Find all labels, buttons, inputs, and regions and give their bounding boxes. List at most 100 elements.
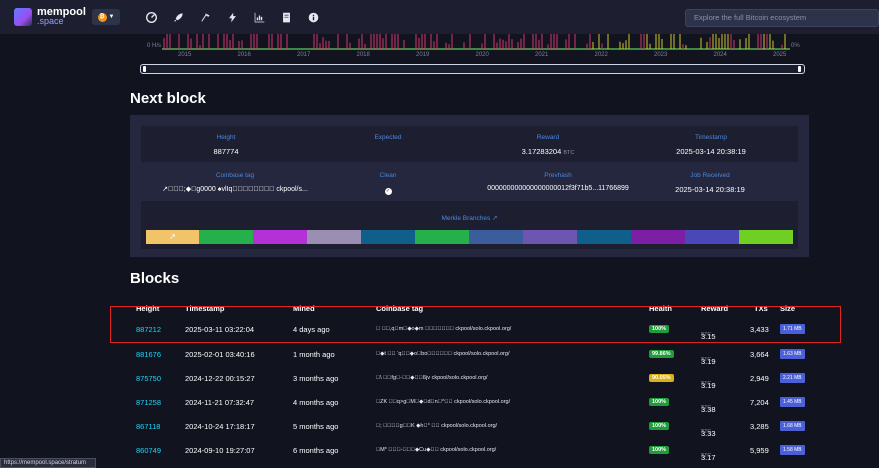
merkle-branch-segment[interactable] — [253, 230, 307, 244]
block-tx-count: 3,664 — [750, 350, 769, 359]
table-row: 887212 2025-03-11 03:22:04 4 days ago     ,… — [130, 318, 810, 342]
block-health-badge: 100% — [649, 325, 670, 333]
prevhash-link[interactable]: 000000000000000000012f3f71b5...11766899 — [487, 185, 629, 192]
height-value: 887774 — [213, 147, 239, 156]
next-block-row-1: Height 887774 Expected Reward 3.17283204… — [141, 126, 798, 162]
top-navbar: mempool .space ₿ ▼ Explore the full Bitc… — [0, 0, 879, 34]
block-height-link[interactable]: 867118 — [136, 422, 161, 431]
reward-unit: BTC — [563, 150, 575, 156]
height-label: Height — [216, 134, 236, 141]
check-icon: ✓ — [384, 188, 392, 195]
block-timestamp: 2024-11-21 07:32:47 — [185, 398, 255, 407]
blocks-title: Blocks — [130, 270, 180, 287]
block-tx-count: 7,204 — [750, 398, 769, 407]
external-link-icon: ↗ — [492, 215, 498, 222]
block-health-badge: 99.86% — [649, 350, 674, 358]
merkle-branch-segment[interactable] — [199, 230, 253, 244]
block-reward-unit: BTC — [701, 429, 711, 435]
block-reward-unit: BTC — [701, 381, 711, 387]
merkle-branch-segment[interactable] — [469, 230, 523, 244]
scroller-left-handle[interactable] — [143, 66, 146, 72]
bitcoin-icon: ₿ — [97, 12, 107, 22]
merkle-branch-segment[interactable] — [415, 230, 469, 244]
logo-text-secondary: .space — [37, 16, 64, 26]
merkle-branch-segment[interactable] — [739, 230, 793, 244]
merkle-branch-segment[interactable] — [361, 230, 415, 244]
merkle-branch-segment[interactable] — [523, 230, 577, 244]
block-timestamp: 2024-12-22 00:15:27 — [185, 374, 255, 383]
timestamp-label: Timestamp — [695, 134, 727, 141]
chart-year-label: 2022 — [594, 52, 608, 58]
block-health-badge: 100% — [649, 422, 670, 430]
col-coinbase-tag: Coinbase tag — [376, 304, 424, 313]
network-selector[interactable]: ₿ ▼ — [92, 9, 120, 25]
chart-year-label: 2015 — [178, 52, 192, 58]
block-height-link[interactable]: 881676 — [136, 350, 162, 359]
block-health-badge: 100% — [649, 446, 670, 454]
merkle-branch-segment[interactable] — [685, 230, 739, 244]
graphs-icon[interactable] — [246, 8, 273, 26]
table-row: 875750 2024-12-22 00:15:27 3 months ago  \ … — [130, 367, 810, 391]
chart-year-label: 2019 — [416, 52, 430, 58]
search-input[interactable]: Explore the full Bitcoin ecosystem — [685, 9, 879, 27]
block-coinbase-tag:  M*    -   ◆Cu◆   ckpool/solo.ckpool.org… — [376, 447, 497, 453]
timestamp-value: 2025-03-14 20:38:19 — [676, 147, 746, 156]
col-txs: TXs — [754, 304, 768, 313]
block-height-link[interactable]: 887212 — [136, 325, 162, 334]
merkle-branches-label: Merkle Branches — [441, 215, 491, 222]
block-timestamp: 2024-10-24 17:18:17 — [185, 422, 255, 431]
block-height-link[interactable]: 875750 — [136, 374, 162, 383]
coinbase-tag-value: ↗   ;◆ g0000 ♠vlIq         ckpool/s... — [162, 186, 308, 193]
block-coinbase-tag:  ;     g  K ◆h °    ckpool/solo.ckpool.o… — [376, 423, 498, 429]
rocket-icon[interactable] — [165, 8, 192, 26]
merkle-branches-header[interactable]: Merkle Branches ↗ — [141, 214, 798, 222]
merkle-branch-segment[interactable] — [307, 230, 361, 244]
chart-y-right-label: 0% — [791, 43, 800, 49]
merkle-branches-bar: ↗ — [146, 230, 793, 244]
block-reward-value: 3.38 — [701, 405, 716, 414]
chart-y-left-label: 0 H/s — [147, 43, 162, 49]
col-health: Health — [649, 304, 672, 313]
block-coinbase-tag:     ,q m ◆o◆m         ckpool/solo.ckpool… — [376, 326, 512, 332]
block-health-badge: 100% — [649, 398, 670, 406]
block-reward-unit: BTC — [701, 453, 711, 459]
lightning-icon[interactable] — [219, 8, 246, 26]
next-block-panel: Height 887774 Expected Reward 3.17283204… — [130, 115, 809, 257]
block-height-link[interactable]: 860749 — [136, 446, 162, 455]
block-size-bar: 1.71 MB — [780, 324, 805, 334]
highlighted-row-annotation — [110, 306, 841, 343]
block-size-bar: 1.63 MB — [780, 349, 805, 359]
scroller-right-handle[interactable] — [798, 66, 801, 72]
mempool-logo[interactable]: mempool .space — [14, 6, 94, 28]
block-health-badge: 90.05% — [649, 374, 674, 382]
docs-icon[interactable] — [273, 8, 300, 26]
col-reward: Reward — [701, 304, 729, 313]
block-reward-unit: BTC — [701, 332, 711, 338]
prevhash-label: Prevhash — [544, 172, 572, 179]
dashboard-icon[interactable] — [138, 8, 165, 26]
merkle-branch-segment[interactable]: ↗ — [146, 230, 199, 244]
table-row: 871258 2024-11-21 07:32:47 4 months ago  ZK… — [130, 391, 810, 415]
block-height-link[interactable]: 871258 — [136, 398, 162, 407]
merkle-branch-segment[interactable] — [631, 230, 685, 244]
mempool-logo-icon — [14, 8, 32, 26]
col-timestamp: Timestamp — [185, 304, 225, 313]
block-coinbase-tag:  \   fg -  ◆  ßjv ckpool/solo.ckpool.org… — [376, 375, 488, 381]
chart-year-label: 2025 — [773, 52, 787, 58]
block-size-bar: 1.58 MB — [780, 445, 805, 455]
about-icon[interactable] — [300, 8, 327, 26]
block-tx-count: 3,433 — [750, 325, 769, 334]
col-height: Height — [136, 304, 160, 313]
block-coinbase-tag:  ◆t    ‘q  ◆o bo       ckpool/solo.ckpoo… — [376, 351, 510, 357]
chart-range-scroller[interactable] — [140, 64, 805, 74]
block-reward-unit: BTC — [701, 405, 711, 411]
merkle-branch-segment[interactable] — [577, 230, 631, 244]
mining-hammer-icon[interactable] — [192, 8, 219, 26]
merkle-branches-row: Merkle Branches ↗ ↗ — [141, 201, 798, 249]
chart-year-label: 2016 — [237, 52, 251, 58]
table-row: 881676 2025-02-01 03:40:16 1 month ago  ◆t … — [130, 343, 810, 367]
block-reward-value: 3.17 — [701, 453, 716, 462]
block-mined-ago: 6 months ago — [293, 446, 339, 455]
logo-text-primary: mempool — [37, 6, 86, 18]
block-tx-count: 2,949 — [750, 374, 769, 383]
